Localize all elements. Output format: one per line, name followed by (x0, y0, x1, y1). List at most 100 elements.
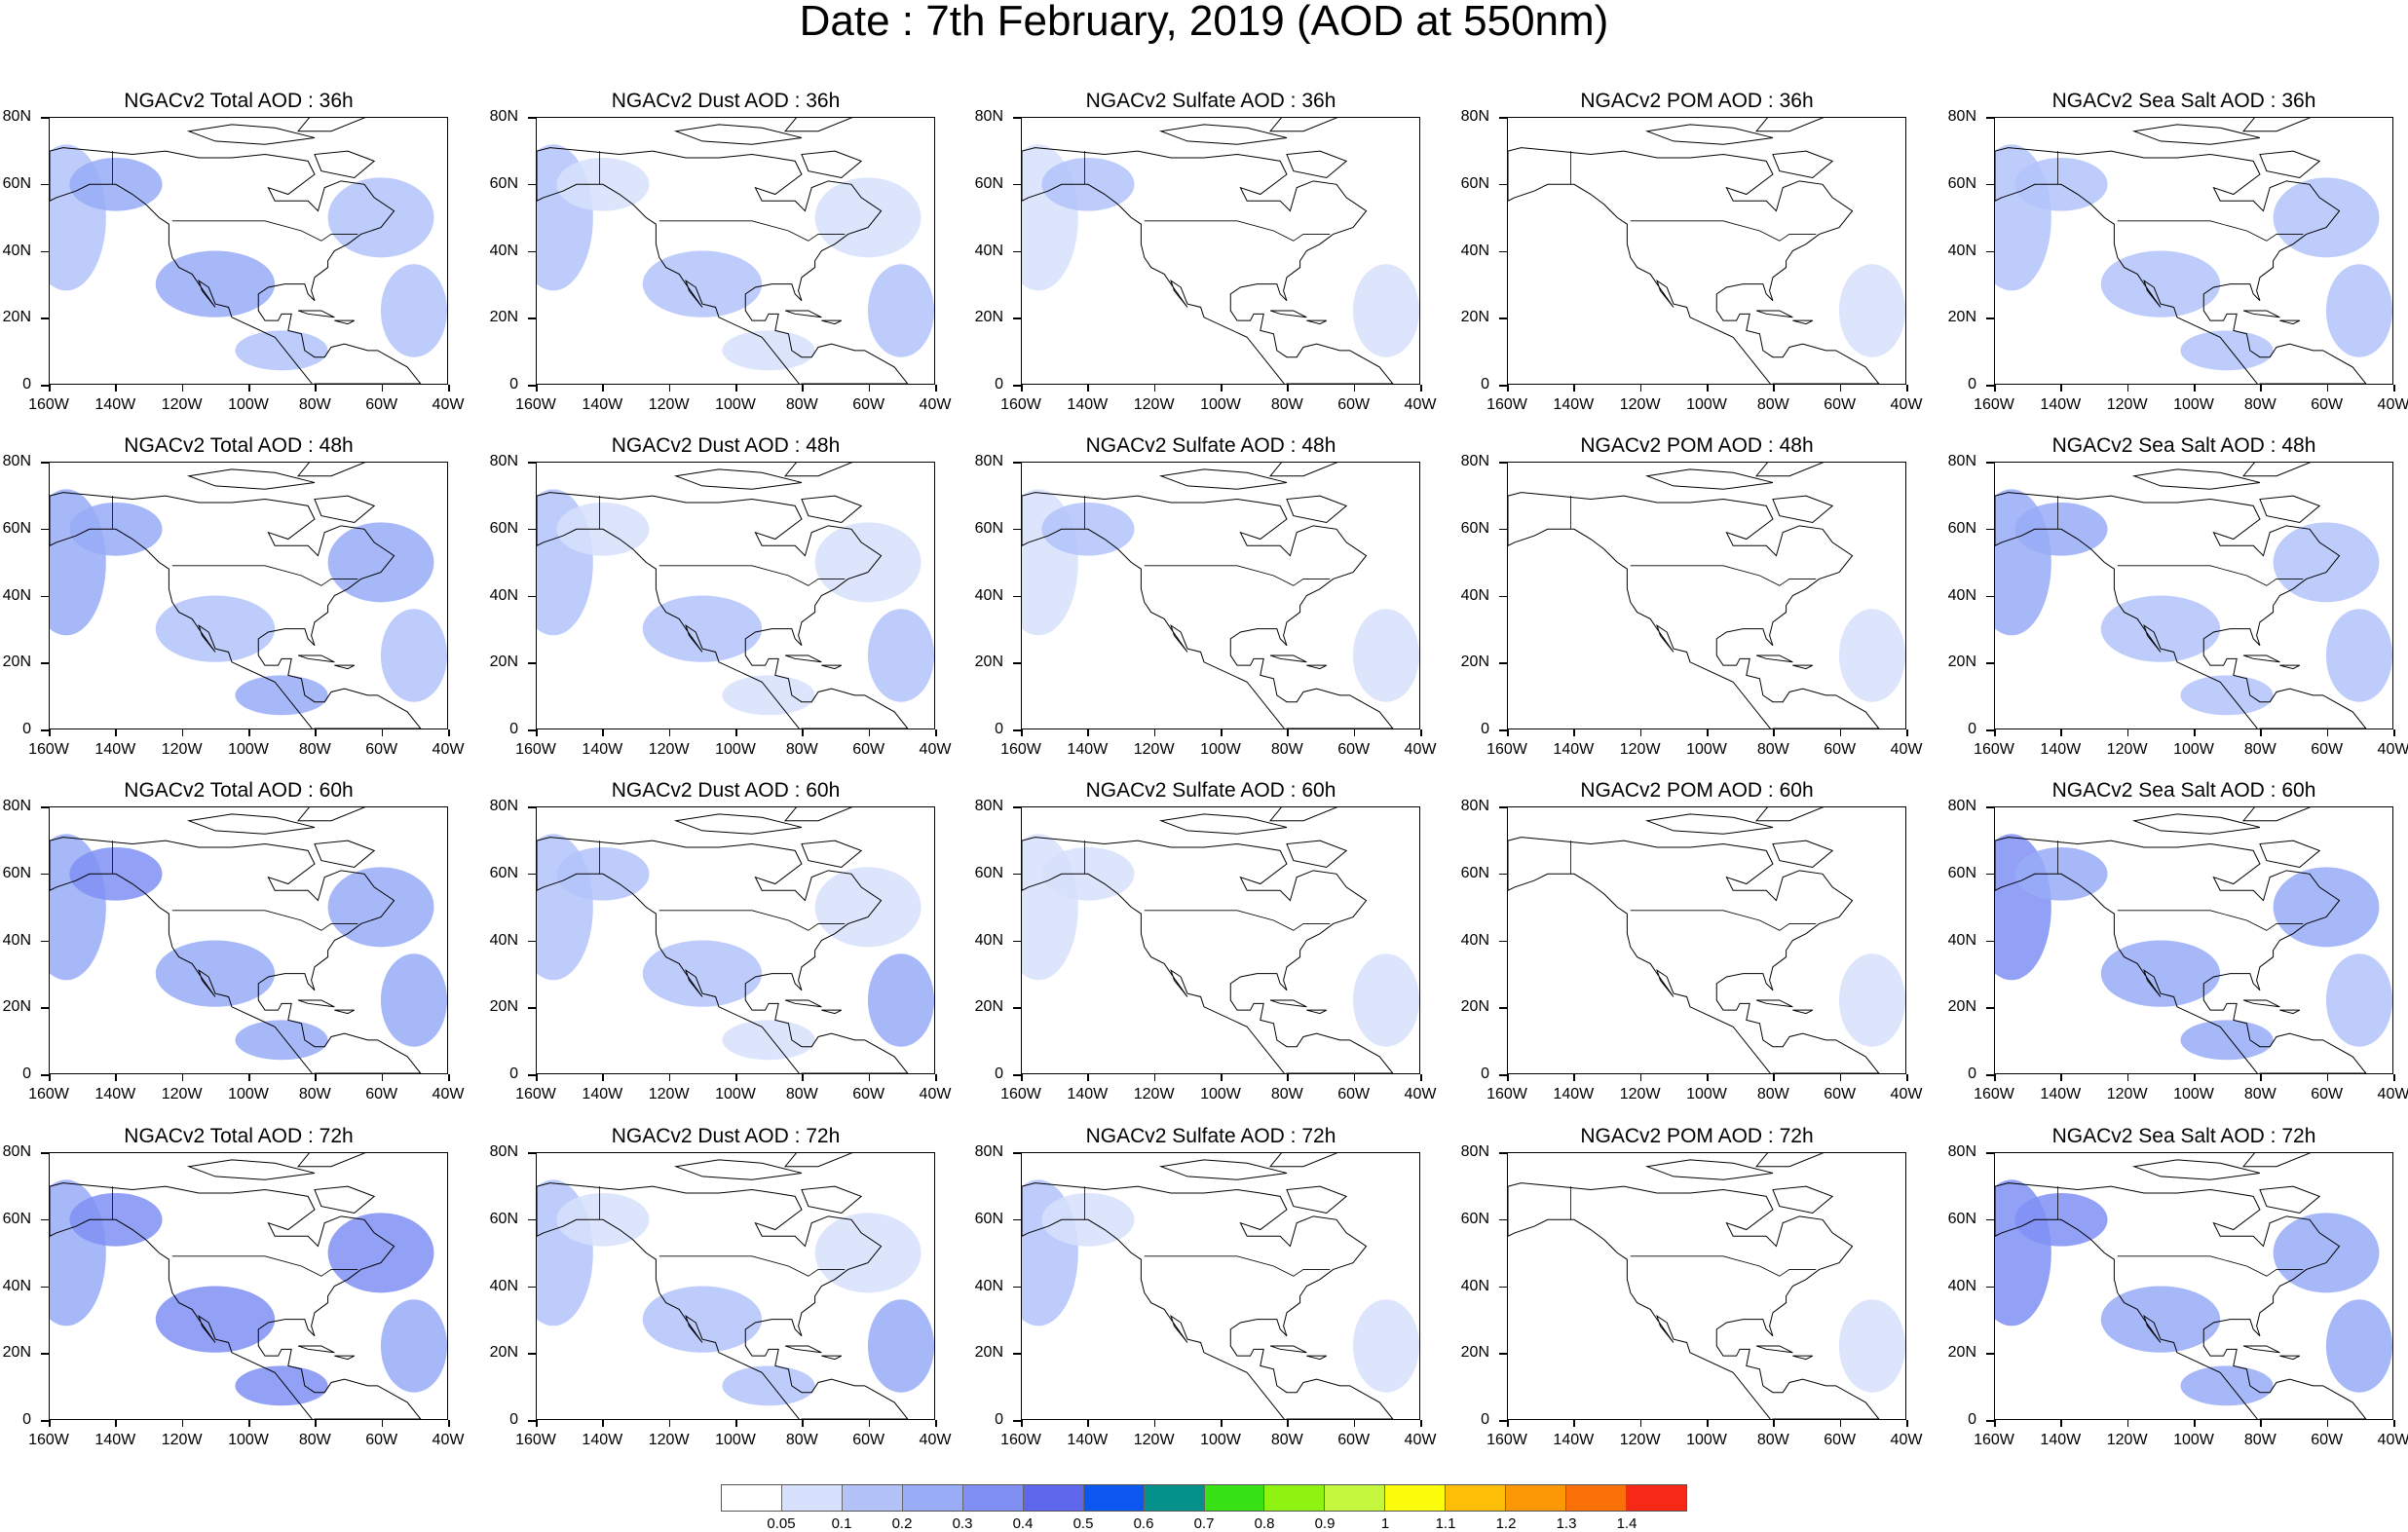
y-axis-tick (1986, 1007, 1994, 1009)
x-axis-tick (1707, 1074, 1709, 1081)
aod-plume (2325, 1299, 2392, 1393)
y-axis-tick (528, 1286, 536, 1288)
x-axis-label: 140W (1067, 1086, 1109, 1102)
x-axis-label: 100W (1686, 1086, 1727, 1102)
map-area (1507, 462, 1906, 729)
x-axis-label: 80W (298, 1086, 331, 1102)
y-axis-tick (1986, 940, 1994, 942)
x-axis-tick (735, 385, 737, 392)
x-axis-label: 140W (2040, 396, 2082, 413)
y-axis-label: 0 (22, 1411, 31, 1428)
x-axis-tick (448, 1074, 450, 1081)
x-axis-label: 100W (2173, 396, 2214, 413)
x-axis-tick (1021, 1074, 1023, 1081)
y-axis-tick (1013, 1152, 1021, 1154)
y-axis-label: 40N (1460, 242, 1489, 259)
coastline (1754, 463, 1825, 477)
x-axis-label: 100W (228, 1086, 269, 1102)
y-axis-tick (1013, 873, 1021, 876)
y-axis-label: 20N (1947, 654, 1976, 671)
y-axis-tick (1986, 385, 1994, 387)
panel-title: NGACv2 Total AOD : 60h (124, 779, 354, 802)
coastline (334, 1355, 355, 1361)
coastline (1306, 319, 1327, 325)
y-axis-tick (528, 528, 536, 531)
panel-title: NGACv2 Dust AOD : 36h (611, 90, 841, 112)
aod-plume (2273, 522, 2380, 603)
y-axis-label: 40N (1460, 1277, 1489, 1294)
x-axis-label: 120W (1133, 1086, 1175, 1102)
coastline (1792, 1009, 1813, 1015)
x-axis-label: 140W (582, 396, 623, 413)
coastline (1158, 468, 1288, 490)
aod-plume (642, 1286, 763, 1353)
y-axis-tick (1013, 1218, 1021, 1221)
colorbar-swatch (1566, 1485, 1628, 1511)
y-axis-label: 80N (974, 798, 1003, 814)
aod-plume (2180, 1020, 2274, 1061)
map-area (1021, 117, 1420, 385)
x-axis-tick (1507, 729, 1509, 736)
x-axis-tick (1021, 385, 1023, 392)
y-axis-label: 0 (995, 721, 1003, 737)
coastline (1772, 840, 1834, 868)
coastline (2259, 840, 2321, 868)
panel-title: NGACv2 Dust AOD : 72h (611, 1125, 841, 1147)
x-axis-tick (536, 729, 538, 736)
y-axis-label: 0 (22, 376, 31, 392)
y-axis-label: 60N (1947, 1210, 1976, 1227)
y-axis-tick (528, 1007, 536, 1009)
x-axis-tick (1839, 729, 1842, 736)
coastline (1755, 310, 1793, 318)
aod-plume (380, 1299, 447, 1393)
coastline (2279, 319, 2300, 325)
y-axis-tick (1013, 595, 1021, 597)
x-axis-label: 140W (94, 1432, 136, 1448)
coastline (2279, 664, 2300, 670)
coastline (1644, 124, 1774, 145)
panel-title: NGACv2 Total AOD : 36h (124, 90, 354, 112)
x-axis-label: 40W (1404, 396, 1437, 413)
x-axis-tick (2260, 1074, 2262, 1081)
x-axis-tick (1221, 729, 1223, 736)
coastline (801, 495, 863, 523)
x-axis-tick (802, 1074, 804, 1081)
y-axis-label: 80N (489, 1143, 518, 1160)
coastline (2279, 1009, 2300, 1015)
x-axis-label: 60W (365, 1432, 398, 1448)
map-area (536, 462, 935, 729)
y-axis-tick (41, 1420, 49, 1422)
x-axis-tick (668, 385, 671, 392)
border-line (1630, 220, 1817, 242)
aod-plume (235, 675, 328, 716)
border-line (1144, 220, 1331, 242)
x-axis-label: 100W (228, 396, 269, 413)
x-axis-label: 100W (715, 1432, 756, 1448)
panel-title: NGACv2 Sea Salt AOD : 48h (2051, 434, 2316, 457)
x-axis-tick (1507, 1420, 1509, 1427)
coastline (537, 837, 909, 1073)
coastline (537, 1182, 909, 1419)
x-axis-tick (1021, 1420, 1023, 1427)
y-axis-label: 0 (1968, 376, 1976, 392)
x-axis-tick (2260, 385, 2262, 392)
y-axis-tick (41, 250, 49, 252)
colorbar-swatch (1023, 1485, 1084, 1511)
aod-plume (642, 250, 763, 318)
y-axis-tick (41, 1218, 49, 1221)
coastline (537, 147, 909, 384)
x-axis-label: 80W (1270, 1432, 1303, 1448)
x-axis-tick (115, 1420, 117, 1427)
coastline (1508, 837, 1880, 1073)
x-axis-tick (115, 385, 117, 392)
aod-plume (2273, 177, 2380, 258)
x-axis-label: 40W (919, 396, 952, 413)
y-axis-tick (41, 183, 49, 186)
y-axis-tick (1499, 462, 1507, 464)
y-axis-tick (528, 1152, 536, 1154)
y-axis-tick (1499, 1353, 1507, 1355)
y-axis-tick (1499, 250, 1507, 252)
x-axis-tick (1773, 1420, 1775, 1427)
y-axis-label: 0 (995, 1065, 1003, 1082)
x-axis-tick (1221, 1074, 1223, 1081)
